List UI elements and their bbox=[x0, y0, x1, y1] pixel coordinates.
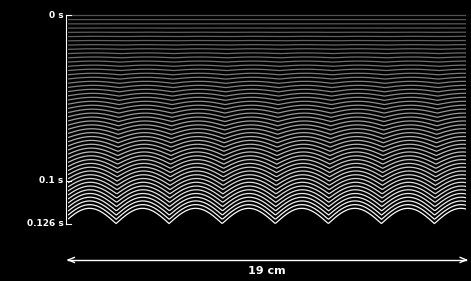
Text: 0 s: 0 s bbox=[49, 11, 64, 20]
Text: 0.126 s: 0.126 s bbox=[27, 219, 64, 228]
Text: 0.1 s: 0.1 s bbox=[40, 176, 64, 185]
Text: 19 cm: 19 cm bbox=[249, 266, 286, 276]
